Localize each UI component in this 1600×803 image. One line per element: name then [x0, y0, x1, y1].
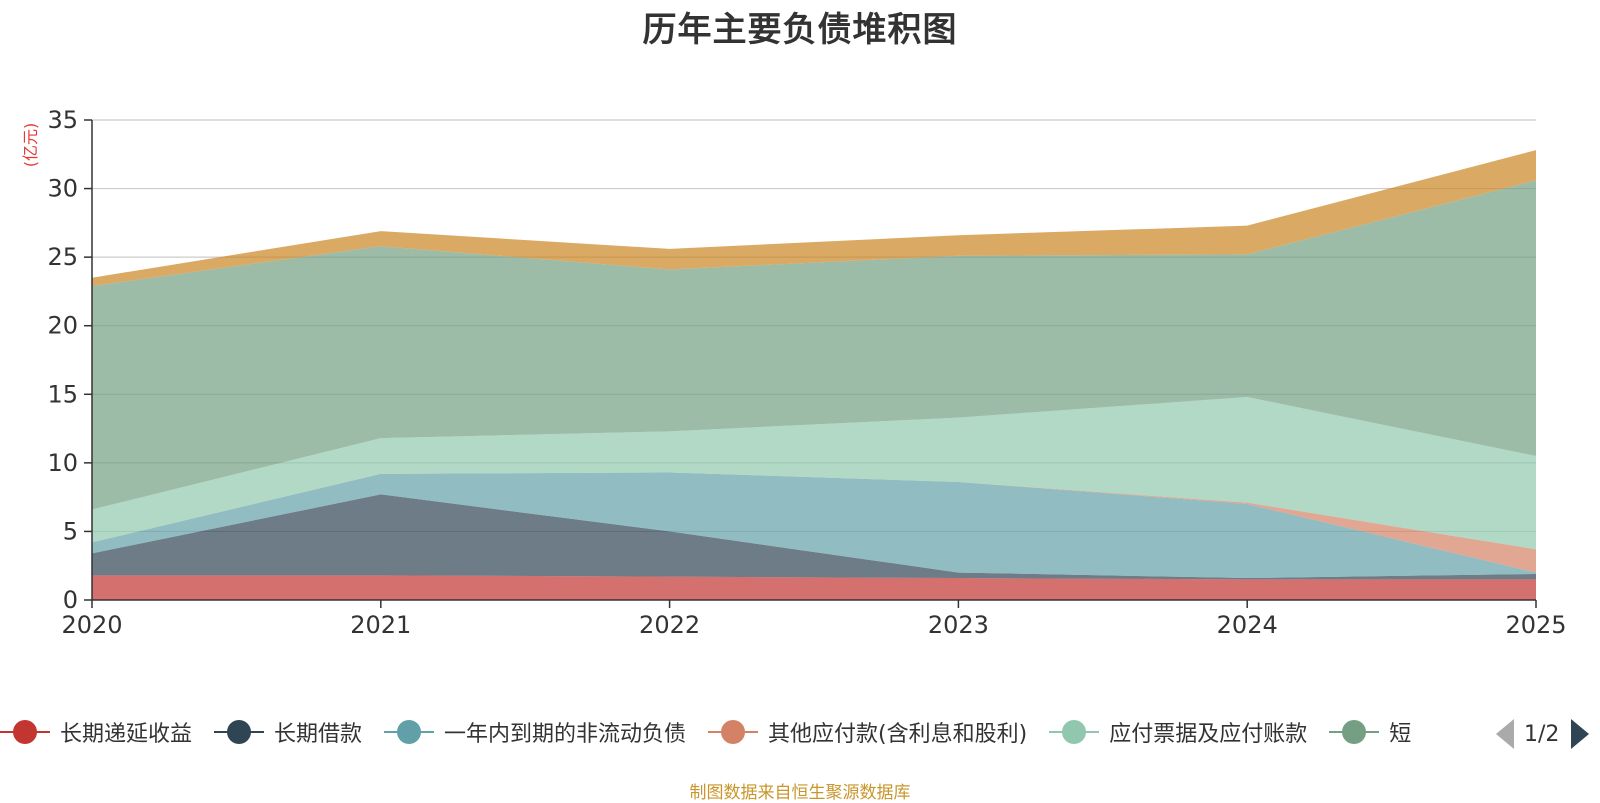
y-axis-unit-label: (亿元)	[21, 123, 40, 168]
x-tick-label: 2024	[1217, 611, 1278, 639]
legend-item[interactable]: 长期借款	[214, 712, 362, 752]
y-tick-label: 25	[47, 243, 78, 271]
legend-item[interactable]: 长期递延收益	[0, 712, 192, 752]
area-series-2[interactable]	[92, 472, 1536, 579]
area-series-3[interactable]	[92, 472, 1536, 573]
legend-page-indicator: 1/2	[1524, 721, 1560, 747]
x-tick-label: 2021	[350, 611, 411, 639]
y-tick-label: 5	[63, 517, 78, 545]
legend-marker-icon	[1329, 720, 1380, 744]
legend-marker-icon	[1049, 720, 1100, 744]
x-tick-label: 2025	[1505, 611, 1566, 639]
area-series-5[interactable]	[92, 180, 1536, 510]
y-tick-label: 10	[47, 449, 78, 477]
legend-marker-icon	[384, 720, 435, 744]
legend-item[interactable]: 其他应付款(含利息和股利)	[708, 712, 1027, 752]
legend-item[interactable]: 短	[1329, 712, 1411, 752]
x-tick-label: 2023	[928, 611, 989, 639]
legend-marker-icon	[214, 720, 265, 744]
legend-pager: 1/2	[1496, 718, 1590, 750]
legend-label: 其他应付款(含利息和股利)	[768, 722, 1028, 747]
legend-label: 短	[1389, 722, 1412, 747]
area-series-6[interactable]	[92, 150, 1536, 286]
area-series-4[interactable]	[92, 397, 1536, 550]
y-tick-label: 30	[47, 175, 78, 203]
legend-label: 长期借款	[274, 722, 363, 747]
legend-label: 一年内到期的非流动负债	[444, 722, 687, 747]
legend-marker-icon	[0, 720, 50, 744]
y-tick-label: 20	[47, 312, 78, 340]
legend-marker-icon	[708, 720, 759, 744]
legend-next-icon[interactable]	[1571, 719, 1590, 749]
area-series-1[interactable]	[92, 494, 1536, 580]
chart-title: 历年主要负债堆积图	[642, 10, 958, 50]
legend-prev-icon[interactable]	[1496, 719, 1514, 749]
legend: 长期递延收益 长期借款 一年内到期的非流动负债 其他应付款(含利息和股利) 应付票据及应…	[0, 712, 1488, 752]
area-series-0[interactable]	[92, 575, 1536, 600]
area-series	[92, 150, 1536, 600]
legend-item[interactable]: 应付票据及应付账款	[1049, 712, 1307, 752]
source-footnote: 制图数据来自恒生聚源数据库	[689, 783, 911, 803]
legend-item[interactable]: 一年内到期的非流动负债	[384, 712, 686, 752]
legend-label: 应付票据及应付账款	[1109, 722, 1308, 747]
x-tick-label: 2022	[639, 611, 700, 639]
y-tick-label: 15	[47, 380, 78, 408]
y-tick-label: 35	[47, 106, 78, 134]
y-tick-label: 0	[63, 586, 78, 614]
legend-label: 长期递延收益	[60, 722, 193, 747]
x-tick-label: 2020	[61, 611, 122, 639]
